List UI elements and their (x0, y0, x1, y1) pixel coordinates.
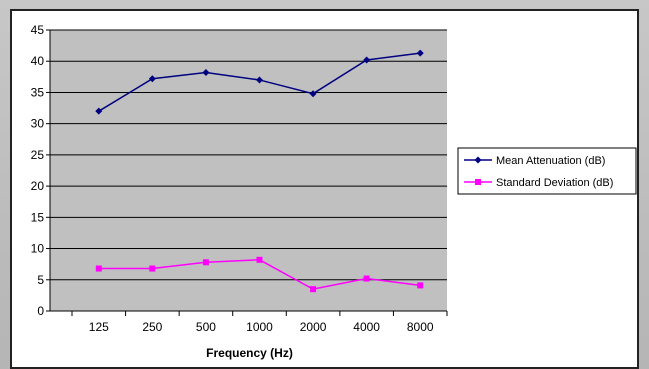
data-point (417, 282, 424, 289)
x-tick-label: 500 (196, 320, 216, 334)
y-tick-label: 10 (31, 242, 45, 256)
y-tick-label: 25 (31, 148, 45, 162)
line-chart: 0 5 10 15 20 25 30 35 40 45 125 250 500 1000 2000 4000… (31, 23, 637, 360)
y-tick-label: 5 (37, 273, 44, 287)
data-point (416, 49, 424, 57)
y-tick-label: 45 (31, 23, 45, 37)
y-axis-ticks: 0 5 10 15 20 25 30 35 40 45 (31, 23, 50, 318)
axes (49, 30, 447, 312)
legend-marker (475, 179, 481, 185)
data-point (95, 107, 103, 115)
x-tick-label: 1000 (246, 320, 273, 334)
x-tick-label: 4000 (353, 320, 380, 334)
data-point (309, 90, 317, 98)
x-tick-label: 8000 (407, 320, 434, 334)
y-tick-label: 40 (31, 54, 45, 68)
data-point (310, 286, 317, 293)
x-tick-label: 2000 (300, 320, 327, 334)
y-tick-label: 35 (31, 85, 45, 99)
y-tick-label: 0 (37, 304, 44, 318)
series-standard-deviation (95, 256, 424, 293)
data-point (256, 76, 263, 84)
x-axis-ticks: 125 250 500 1000 2000 4000 8000 (71, 311, 448, 334)
legend-box (457, 147, 637, 195)
series-mean-attenuation (95, 49, 424, 115)
chart-area: 0 5 10 15 20 25 30 35 40 45 125 250 500 1000 2000 4000… (10, 9, 639, 369)
legend-marker (474, 156, 482, 164)
data-point (148, 75, 156, 83)
legend-label: Standard Deviation (dB) (496, 177, 613, 189)
x-tick-label: 250 (142, 320, 162, 334)
plot-area (50, 30, 447, 311)
legend: Mean Attenuation (dB) Standard Deviation … (457, 147, 637, 195)
data-point (363, 56, 371, 64)
y-tick-label: 15 (31, 210, 45, 224)
x-tick-label: 125 (89, 320, 109, 334)
legend-label: Mean Attenuation (dB) (496, 155, 605, 167)
y-tick-label: 20 (31, 179, 45, 193)
data-point (202, 68, 210, 76)
data-point (202, 259, 209, 266)
data-point (256, 256, 263, 263)
series-layer (95, 49, 424, 293)
data-point (363, 275, 370, 282)
x-axis-title: Frequency (Hz) (206, 346, 293, 360)
y-tick-label: 30 (31, 117, 45, 131)
data-point (149, 265, 156, 272)
data-point (95, 265, 102, 272)
gridlines (50, 29, 447, 312)
